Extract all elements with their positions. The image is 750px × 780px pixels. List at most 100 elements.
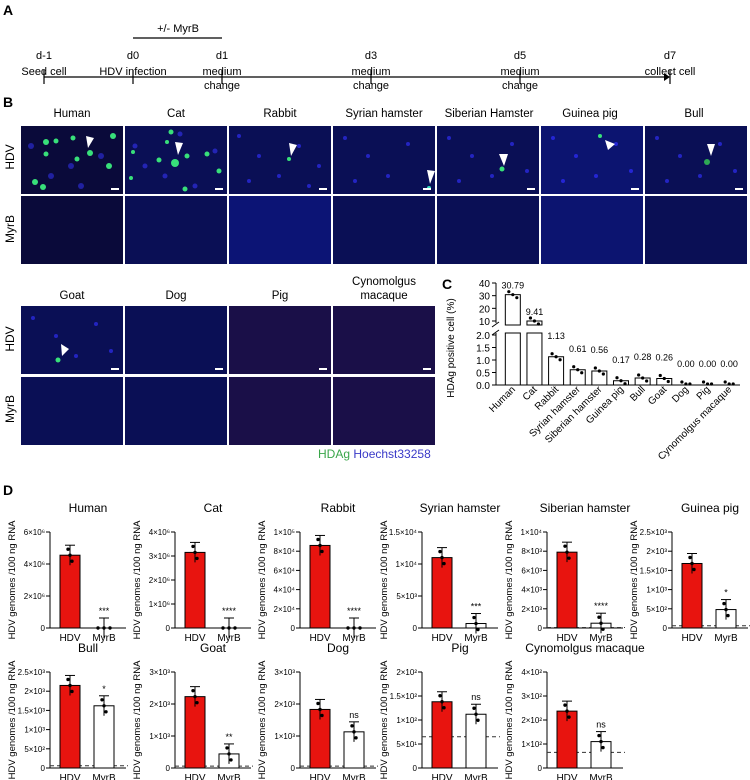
- svg-text:0.17: 0.17: [612, 355, 630, 365]
- svg-text:MyrB: MyrB: [714, 633, 738, 644]
- scale-bar: [423, 368, 431, 370]
- day-label: d5: [513, 50, 527, 62]
- row-label-hdv: HDV: [3, 144, 17, 170]
- micrograph-guinea-pig-hdv: [541, 126, 643, 194]
- panel-d-charts: Human HDV genomes /100 ng RNA 0 2×10⁶ 4×10⁶ 6…: [0, 490, 750, 780]
- svg-text:HDV: HDV: [184, 633, 205, 644]
- micrograph-pig-myrb: [229, 377, 331, 445]
- svg-text:Bull: Bull: [78, 641, 98, 655]
- micrograph-rabbit-hdv: [229, 126, 331, 194]
- svg-text:1×10⁵: 1×10⁵: [274, 528, 295, 537]
- micrograph-goat-myrb: [21, 377, 123, 445]
- svg-text:HDV genomes /100 ng RNA: HDV genomes /100 ng RNA: [504, 520, 515, 639]
- micrograph-syrian-hamster-hdv: [333, 126, 435, 194]
- svg-text:6×10⁴: 6×10⁴: [274, 566, 296, 575]
- svg-text:1×10⁴: 1×10⁴: [396, 560, 418, 569]
- species-title: Human: [53, 108, 91, 120]
- micrograph-pig-hdv: [229, 306, 331, 374]
- micrograph-siberian-hamster-myrb: [437, 196, 539, 264]
- svg-text:2×10³: 2×10³: [274, 700, 295, 709]
- scale-bar: [215, 188, 223, 190]
- svg-text:0: 0: [41, 764, 46, 773]
- scale-bar: [111, 188, 119, 190]
- micrograph-bull-myrb: [645, 196, 747, 264]
- arrowhead-icon: [175, 142, 183, 155]
- svg-text:Pig: Pig: [451, 641, 468, 655]
- svg-text:***: ***: [99, 606, 110, 616]
- svg-text:MyrB: MyrB: [464, 633, 488, 644]
- svg-text:2×10³: 2×10³: [149, 700, 170, 709]
- scale-bar: [423, 188, 431, 190]
- row-label-myrb: MyrB: [3, 215, 17, 243]
- svg-text:MyrB: MyrB: [217, 773, 241, 780]
- svg-text:2×10²: 2×10²: [396, 668, 417, 677]
- timeline: +/- MyrB d-1 d0 d1 d3 d5 d7 Seed cell HD…: [0, 0, 750, 92]
- svg-text:3×10²: 3×10²: [521, 692, 542, 701]
- svg-text:Human: Human: [487, 384, 518, 415]
- svg-text:0.61: 0.61: [569, 344, 587, 354]
- svg-text:MyrB: MyrB: [342, 633, 366, 644]
- svg-text:*: *: [724, 588, 728, 598]
- arrowhead-icon: [61, 344, 69, 356]
- svg-text:1.5×10³: 1.5×10³: [640, 566, 668, 575]
- subplot-human: Human HDV genomes /100 ng RNA 0 2×10⁶ 4×10⁶ 6…: [7, 501, 126, 644]
- svg-text:HDV genomes /100 ng RNA: HDV genomes /100 ng RNA: [7, 520, 18, 639]
- svg-text:MyrB: MyrB: [342, 773, 366, 780]
- svg-text:**: **: [225, 732, 233, 742]
- svg-text:30.79: 30.79: [502, 281, 525, 291]
- species-title: Pig: [271, 290, 289, 302]
- svg-text:5×10³: 5×10³: [396, 592, 417, 601]
- svg-text:6×10⁶: 6×10⁶: [24, 528, 45, 537]
- event-label: collect cell: [644, 66, 696, 78]
- svg-text:0: 0: [166, 624, 171, 633]
- stain-legend: HDAg Hoechst33258: [318, 447, 431, 461]
- scale-bar: [111, 368, 119, 370]
- arrowhead-icon: [427, 170, 435, 184]
- svg-text:***: ***: [471, 602, 482, 612]
- scale-bar: [215, 368, 223, 370]
- svg-text:1×10³: 1×10³: [149, 732, 170, 741]
- svg-text:0.56: 0.56: [591, 345, 609, 355]
- species-title: Siberian Hamster: [444, 108, 534, 120]
- svg-text:HDV genomes /100 ng RNA: HDV genomes /100 ng RNA: [132, 520, 143, 639]
- subplot-pig: Pig HDV genomes /100 ng RNA 0 5×10¹ 1×10² 1.5…: [379, 641, 500, 780]
- svg-text:2×10³: 2×10³: [646, 547, 667, 556]
- svg-text:1.5×10²: 1.5×10²: [390, 692, 418, 701]
- svg-text:2.0: 2.0: [476, 331, 490, 342]
- svg-text:1.5×10³: 1.5×10³: [18, 706, 46, 715]
- svg-text:5×10²: 5×10²: [646, 605, 667, 614]
- svg-text:*: *: [102, 684, 106, 694]
- svg-text:0.00: 0.00: [699, 359, 717, 369]
- legend-hoechst: Hoechst33258: [353, 447, 431, 461]
- panel-c-letter: C: [442, 276, 453, 292]
- micrograph-syrian-hamster-myrb: [333, 196, 435, 264]
- svg-text:MyrB: MyrB: [589, 773, 613, 780]
- svg-text:0: 0: [663, 624, 668, 633]
- bar-chart-hdag: HDAg positive cell (%) 0.00.5 1.01.5 2.0 10 2…: [446, 279, 740, 462]
- svg-text:HDV: HDV: [184, 773, 205, 780]
- svg-text:0: 0: [538, 764, 543, 773]
- subplot-goat: Goat HDV genomes /100 ng RNA 0 1×10³ 2×10³ 3×…: [132, 641, 253, 780]
- svg-text:10: 10: [479, 317, 491, 328]
- svg-text:1×10³: 1×10³: [646, 586, 667, 595]
- timeline-graphic: [43, 37, 671, 84]
- svg-text:HDV genomes /100 ng RNA: HDV genomes /100 ng RNA: [379, 520, 390, 639]
- micrograph-cat-hdv: [125, 126, 227, 194]
- subplot-rabbit: Rabbit HDV genomes /100 ng RNA 0 2×10⁴ 4×10⁴…: [257, 501, 376, 644]
- svg-text:1×10³: 1×10³: [274, 732, 295, 741]
- svg-text:0.00: 0.00: [720, 359, 738, 369]
- event-label: change: [203, 80, 241, 92]
- svg-text:30: 30: [479, 292, 491, 303]
- svg-text:2×10³: 2×10³: [521, 605, 542, 614]
- micrograph-cat-myrb: [125, 196, 227, 264]
- event-label: Seed cell: [21, 66, 67, 78]
- svg-text:HDV: HDV: [309, 633, 330, 644]
- svg-text:Bull: Bull: [628, 384, 648, 404]
- svg-text:MyrB: MyrB: [92, 773, 116, 780]
- treatment-label: +/- MyrB: [157, 23, 199, 35]
- day-label: d3: [364, 50, 378, 62]
- svg-text:2×10⁴: 2×10⁴: [274, 605, 296, 614]
- svg-text:Dog: Dog: [327, 641, 349, 655]
- species-title: macaque: [360, 290, 408, 302]
- micrograph-human-hdv: [21, 126, 123, 194]
